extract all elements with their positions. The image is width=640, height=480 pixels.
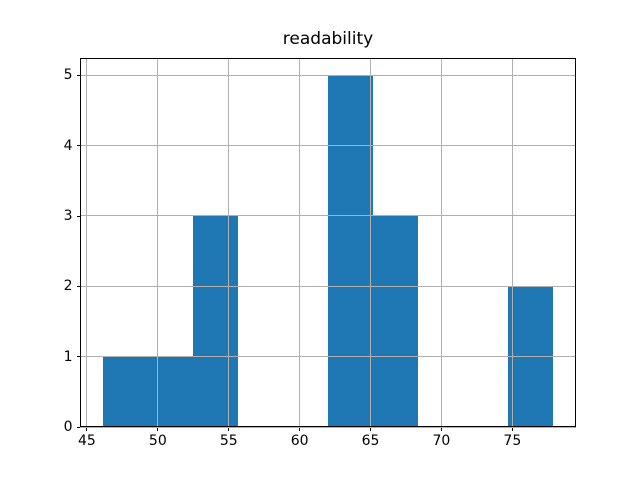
y-gridline [80, 215, 576, 217]
y-gridline [80, 426, 576, 428]
plot-area [80, 57, 576, 428]
y-tick [76, 215, 80, 217]
x-tick-label: 75 [503, 433, 522, 450]
histogram-bar [373, 215, 419, 428]
histogram-bar [328, 75, 374, 428]
y-gridline [80, 356, 576, 358]
y-tick [76, 426, 80, 428]
x-tick-label: 70 [432, 433, 451, 450]
x-tick [511, 427, 513, 431]
x-gridline [511, 57, 513, 428]
y-gridline [80, 74, 576, 76]
y-tick-label: 4 [63, 137, 73, 154]
x-tick-label: 55 [219, 433, 238, 450]
x-tick [440, 427, 442, 431]
histogram-bar [147, 356, 193, 428]
y-tick-label: 5 [63, 67, 73, 84]
histogram-bar [192, 215, 238, 428]
y-tick [76, 356, 80, 358]
y-tick-label: 3 [63, 208, 73, 224]
x-tick [157, 427, 159, 431]
x-gridline [370, 57, 372, 428]
x-tick-label: 65 [361, 433, 380, 450]
y-tick-label: 0 [63, 419, 73, 436]
chart-title: readability [282, 29, 374, 49]
x-tick-label: 60 [290, 433, 309, 450]
x-gridline [440, 57, 442, 428]
x-gridline [86, 57, 88, 428]
y-gridline [80, 145, 576, 147]
y-gridline [80, 285, 576, 287]
y-tick [76, 285, 80, 287]
x-tick [86, 427, 88, 431]
x-gridline [157, 57, 159, 428]
x-tick-label: 45 [78, 433, 96, 450]
x-gridline [299, 57, 301, 428]
x-tick [370, 427, 372, 431]
x-gridline [228, 57, 230, 428]
x-tick [228, 427, 230, 431]
y-tick-label: 1 [63, 348, 73, 365]
y-tick [76, 74, 80, 76]
y-tick [76, 145, 80, 147]
y-tick-label: 2 [63, 278, 73, 295]
histogram-bar [102, 356, 148, 428]
x-tick-label: 50 [148, 433, 167, 450]
x-tick [299, 427, 301, 431]
